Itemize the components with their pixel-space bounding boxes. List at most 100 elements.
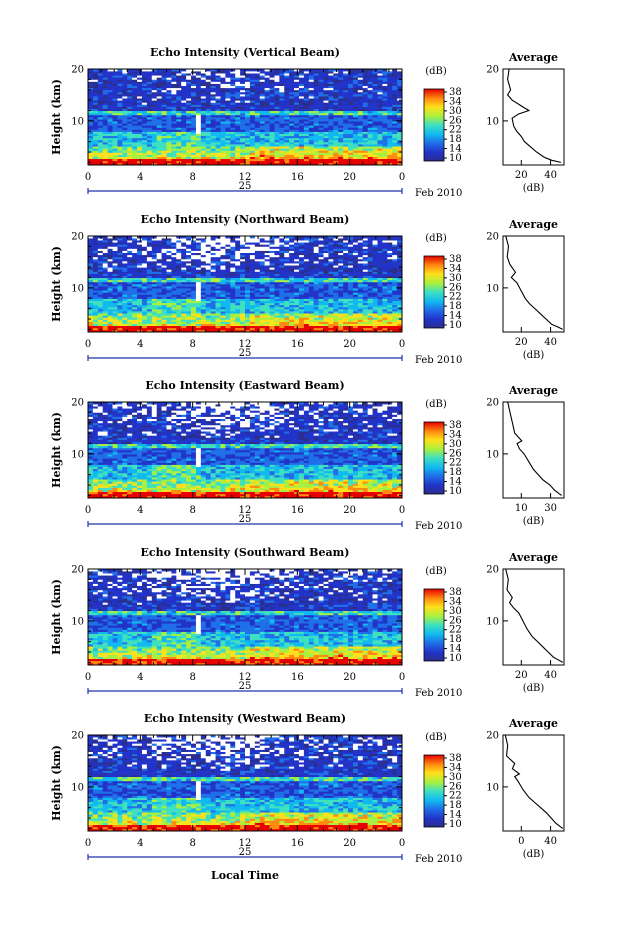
heatmap-cell — [289, 71, 294, 73]
heatmap-cell — [348, 75, 353, 77]
heatmap-cell — [333, 274, 338, 276]
heatmap-cell — [387, 77, 392, 79]
heatmap-cell — [98, 96, 103, 98]
heatmap-cell — [279, 102, 284, 104]
heatmap-cell — [171, 84, 176, 86]
heatmap-cell — [176, 157, 181, 159]
heatmap-cell — [157, 104, 162, 106]
heatmap-cell — [220, 161, 225, 163]
heatmap-cell — [108, 271, 113, 273]
heatmap-cell — [353, 286, 358, 288]
heatmap-cell — [88, 82, 93, 84]
heatmap-cell — [181, 274, 186, 276]
heatmap-cell — [319, 284, 324, 286]
heatmap-cell — [152, 311, 157, 313]
heatmap-cell — [191, 94, 196, 96]
heatmap-cell — [93, 121, 98, 123]
heatmap-cell — [314, 123, 319, 125]
heatmap-cell — [358, 148, 363, 150]
heatmap-cell — [304, 288, 309, 290]
heatmap-cell — [206, 290, 211, 292]
heatmap-cell — [98, 282, 103, 284]
heatmap-cell — [270, 142, 275, 144]
heatmap-cell — [201, 144, 206, 146]
heatmap-cell — [270, 269, 275, 271]
heatmap-cell — [147, 113, 152, 115]
heatmap-cell — [201, 123, 206, 125]
heatmap-cell — [216, 294, 221, 296]
heatmap-cell — [265, 125, 270, 127]
heatmap-cell — [363, 159, 368, 161]
heatmap-cell — [132, 146, 137, 148]
heatmap-cell — [274, 119, 279, 121]
heatmap-cell — [324, 324, 329, 326]
heatmap-cell — [289, 278, 294, 280]
heatmap-cell — [274, 280, 279, 282]
heatmap-cell — [377, 75, 382, 77]
heatmap-cell — [201, 322, 206, 324]
heatmap-cell — [250, 125, 255, 127]
heatmap-cell — [377, 322, 382, 324]
heatmap-cell — [373, 269, 378, 271]
heatmap-cell — [353, 138, 358, 140]
heatmap-cell — [250, 324, 255, 326]
heatmap-cell — [255, 150, 260, 152]
heatmap-cell — [167, 290, 172, 292]
heatmap-cell — [103, 100, 108, 102]
heatmap-cell — [220, 284, 225, 286]
heatmap-cell — [328, 115, 333, 117]
heatmap-cell — [181, 71, 186, 73]
heatmap-cell — [117, 276, 122, 278]
heatmap-cell — [162, 82, 167, 84]
heatmap-cell — [122, 159, 127, 161]
heatmap-cell — [373, 144, 378, 146]
heatmap-cell — [142, 100, 147, 102]
heatmap-cell — [176, 278, 181, 280]
heatmap-cell — [196, 280, 201, 282]
heatmap-cell — [314, 92, 319, 94]
heatmap-cell — [250, 119, 255, 121]
heatmap-cell — [127, 98, 132, 100]
heatmap-cell — [93, 301, 98, 303]
heatmap-cell — [304, 150, 309, 152]
heatmap-cell — [270, 111, 275, 113]
heatmap-cell — [181, 161, 186, 163]
heatmap-cell — [152, 290, 157, 292]
heatmap-cell — [314, 299, 319, 301]
x-tick-label: 4 — [137, 172, 143, 183]
heatmap-cell — [216, 324, 221, 326]
heatmap-cell — [324, 161, 329, 163]
heatmap-cell — [98, 274, 103, 276]
heatmap-cell — [255, 92, 260, 94]
heatmap-cell — [98, 140, 103, 142]
heatmap-cell — [137, 159, 142, 161]
heatmap-cell — [176, 269, 181, 271]
heatmap-cell — [353, 150, 358, 152]
heatmap-cell — [250, 130, 255, 132]
heatmap-cell — [176, 326, 181, 328]
heatmap-cell — [127, 157, 132, 159]
heatmap-cell — [88, 315, 93, 317]
heatmap-cell — [132, 297, 137, 299]
heatmap-cell — [220, 274, 225, 276]
heatmap-cell — [240, 155, 245, 157]
heatmap-cell — [377, 292, 382, 294]
heatmap-cell — [191, 121, 196, 123]
heatmap-cell — [343, 282, 348, 284]
heatmap-cell — [191, 113, 196, 115]
heatmap-cell — [255, 301, 260, 303]
heatmap-cell — [191, 107, 196, 109]
heatmap-cell — [299, 271, 304, 273]
heatmap-cell — [299, 79, 304, 81]
heatmap-cell — [348, 71, 353, 73]
heatmap-cell — [181, 98, 186, 100]
heatmap-cell — [132, 77, 137, 79]
heatmap-cell — [245, 109, 250, 111]
heatmap-cell — [181, 127, 186, 129]
heatmap-cell — [132, 130, 137, 132]
heatmap-cell — [103, 148, 108, 150]
heatmap-cell — [265, 113, 270, 115]
heatmap-cell — [103, 161, 108, 163]
heatmap-cell — [137, 150, 142, 152]
heatmap-cell — [117, 326, 122, 328]
